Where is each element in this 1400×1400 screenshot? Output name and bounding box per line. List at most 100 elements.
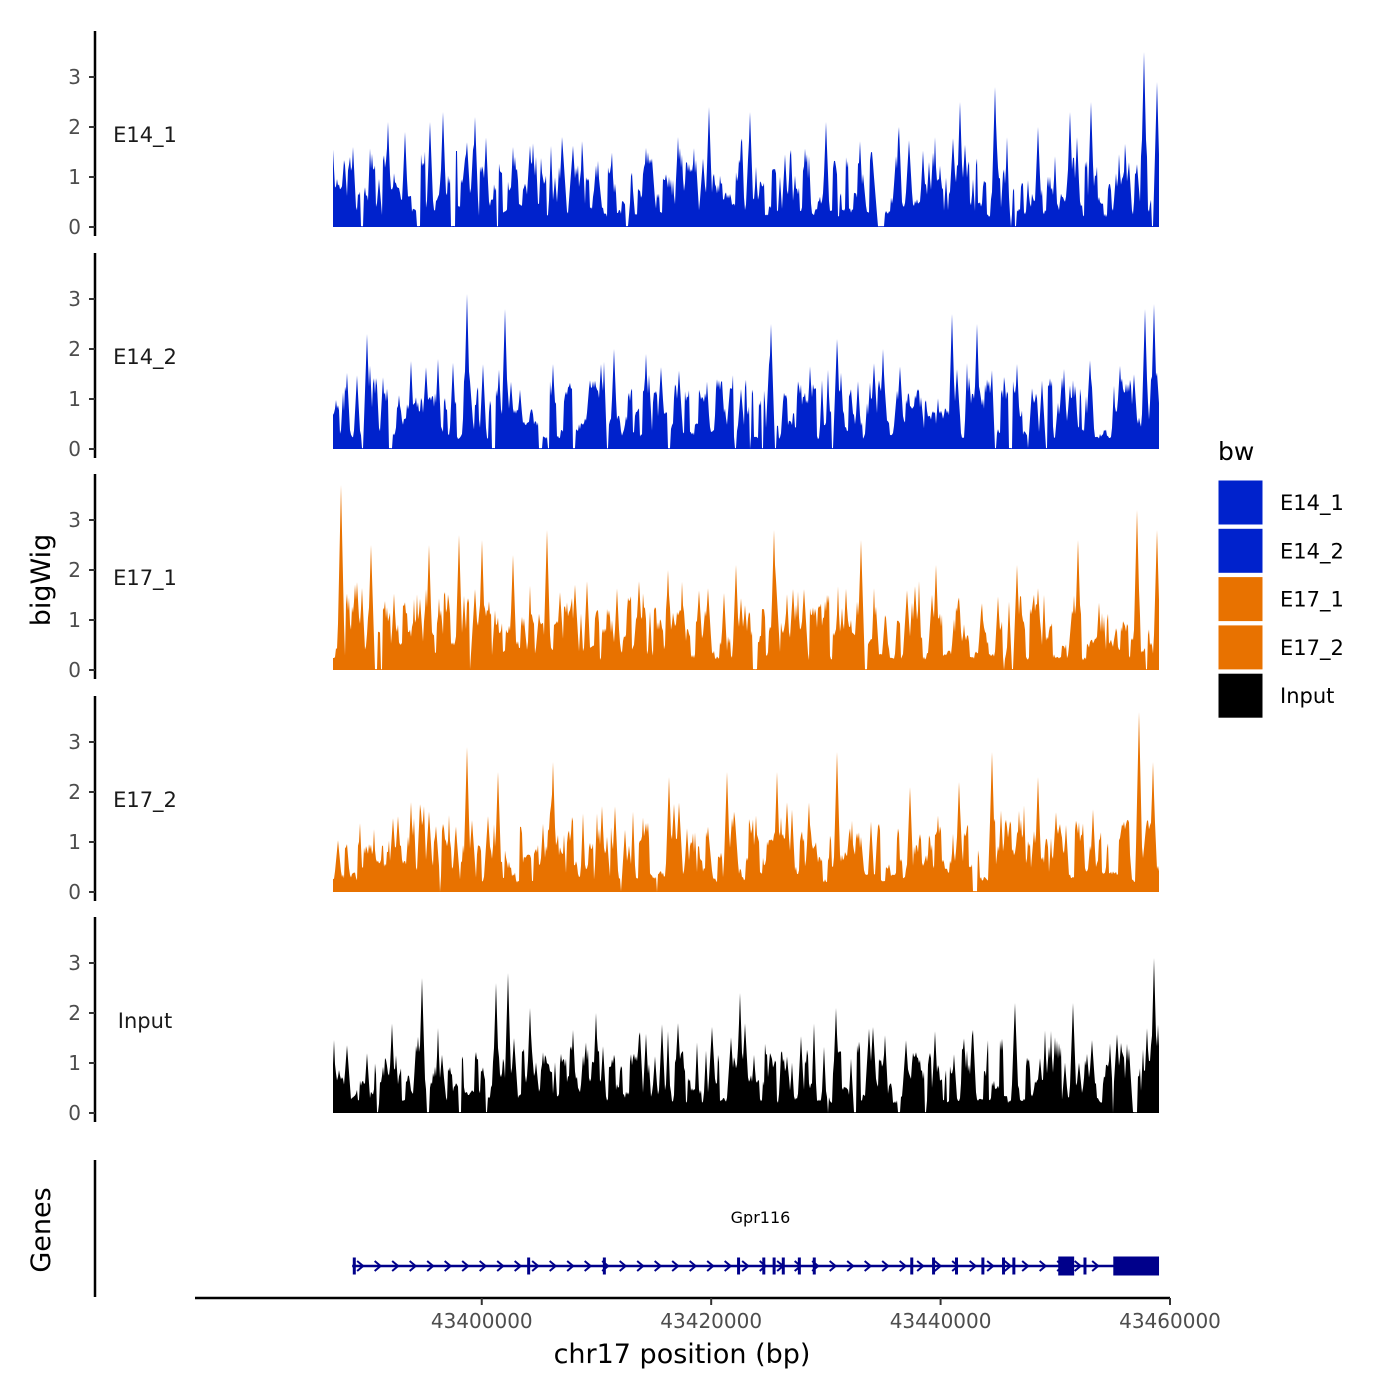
strand-arrow xyxy=(619,1260,628,1272)
x-tick-label: 43400000 xyxy=(431,1309,533,1333)
gene-exon xyxy=(1058,1256,1075,1276)
y-tick-label: 2 xyxy=(68,115,81,139)
y-tick-label: 2 xyxy=(68,1001,81,1025)
gene-exon xyxy=(1113,1256,1160,1276)
strand-arrow xyxy=(584,1260,593,1272)
strand-arrow xyxy=(1091,1260,1100,1272)
track-e17-2: 0 1 2 3 E17_2 xyxy=(68,696,1159,904)
strand-arrow xyxy=(969,1260,978,1272)
strand-arrow xyxy=(496,1260,505,1272)
legend-swatch xyxy=(1217,576,1264,623)
gene-exon xyxy=(762,1257,766,1275)
strand-arrow xyxy=(409,1260,418,1272)
strand-arrow xyxy=(864,1260,873,1272)
y-tick-label: 1 xyxy=(68,165,81,189)
gene-track: Gpr116 xyxy=(93,1160,1160,1297)
y-tick-label: 2 xyxy=(68,337,81,361)
strand-arrow xyxy=(566,1260,575,1272)
gene-exon xyxy=(812,1257,816,1275)
gene-exon xyxy=(910,1257,914,1275)
strand-arrow xyxy=(881,1260,890,1272)
strand-arrow xyxy=(916,1260,925,1272)
strand-arrow xyxy=(846,1260,855,1272)
legend-label: E17_1 xyxy=(1280,588,1344,613)
gene-exon xyxy=(1012,1257,1016,1275)
strand-arrow xyxy=(934,1260,943,1272)
gene-exon xyxy=(352,1257,356,1275)
strand-arrow xyxy=(479,1260,488,1272)
coverage-area-e14-2 xyxy=(333,294,1159,449)
coverage-area-e17-1 xyxy=(333,485,1159,670)
coverage-area-e17-2 xyxy=(333,712,1159,892)
coverage-area-e14-1 xyxy=(333,52,1159,227)
strand-arrow xyxy=(899,1260,908,1272)
y-tick-label: 3 xyxy=(68,730,81,754)
y-tick-label: 2 xyxy=(68,558,81,582)
strand-arrow xyxy=(1021,1260,1030,1272)
y-tick-label: 1 xyxy=(68,608,81,632)
track-label: E17_2 xyxy=(113,788,177,813)
legend-label: E17_2 xyxy=(1280,636,1344,661)
legend-title: bw xyxy=(1218,437,1254,466)
gene-exon xyxy=(932,1257,936,1275)
y-tick-label: 0 xyxy=(68,658,81,682)
track-e14-1: 0 1 2 3 E14_1 xyxy=(68,31,1159,239)
legend-label: E14_2 xyxy=(1280,539,1344,564)
gene-exon xyxy=(781,1257,785,1275)
strand-arrow xyxy=(759,1260,768,1272)
track-label: Input xyxy=(118,1009,172,1033)
strand-arrow xyxy=(951,1260,960,1272)
strand-arrow xyxy=(391,1260,400,1272)
y-tick-label: 3 xyxy=(68,951,81,975)
y-axis-title: bigWig xyxy=(26,534,57,627)
x-tick-label: 43420000 xyxy=(660,1309,762,1333)
coverage-area-input xyxy=(333,958,1159,1113)
strand-arrow xyxy=(741,1260,750,1272)
strand-arrow xyxy=(1004,1260,1013,1272)
track-input: 0 1 2 3 Input xyxy=(68,917,1159,1125)
strand-arrow xyxy=(426,1260,435,1272)
y-tick-label: 1 xyxy=(68,830,81,854)
track-label: E17_1 xyxy=(113,566,177,591)
legend: bw E14_1 E14_2 E17_1 E17_2 Input xyxy=(1217,437,1344,719)
gene-exon xyxy=(602,1257,606,1275)
gene-exon xyxy=(772,1257,776,1275)
strand-arrow xyxy=(374,1260,383,1272)
strand-arrow xyxy=(986,1260,995,1272)
strand-arrow xyxy=(671,1260,680,1272)
x-tick-label: 43440000 xyxy=(890,1309,992,1333)
gene-exon xyxy=(737,1257,741,1275)
gene-exon xyxy=(981,1257,985,1275)
strand-arrow xyxy=(1039,1260,1048,1272)
strand-arrow xyxy=(689,1260,698,1272)
track-label: E14_2 xyxy=(113,345,177,370)
y-tick-label: 3 xyxy=(68,65,81,89)
strand-arrow xyxy=(724,1260,733,1272)
gene-exon xyxy=(797,1257,801,1275)
coverage-tracks: 0 1 2 3 E14_1 0 1 2 3 E14_2 0 1 2 3 E17_1 0 1 2 3 E17_2 0 1 2 3… xyxy=(68,31,1159,1125)
y-tick-label: 0 xyxy=(68,880,81,904)
strand-arrow xyxy=(356,1260,365,1272)
legend-swatch xyxy=(1217,624,1264,671)
strand-arrow xyxy=(549,1260,558,1272)
track-label: E14_1 xyxy=(113,123,177,148)
y-tick-label: 3 xyxy=(68,508,81,532)
gene-name-label: Gpr116 xyxy=(731,1208,791,1227)
legend-label: E14_1 xyxy=(1280,491,1344,516)
gene-exon xyxy=(527,1257,531,1275)
strand-arrow xyxy=(531,1260,540,1272)
genes-track-title: Genes xyxy=(26,1187,57,1272)
strand-arrow xyxy=(1074,1260,1083,1272)
legend-items: E14_1 E14_2 E17_1 E17_2 Input xyxy=(1217,479,1344,719)
x-axis-title: chr17 position (bp) xyxy=(554,1339,811,1370)
x-tick-label: 43460000 xyxy=(1119,1309,1221,1333)
y-tick-label: 0 xyxy=(68,437,81,461)
x-axis: 43400000 43420000 43440000 43460000 xyxy=(195,1296,1221,1333)
legend-swatch xyxy=(1217,672,1264,719)
strand-arrow xyxy=(654,1260,663,1272)
legend-label: Input xyxy=(1280,684,1334,708)
legend-swatch xyxy=(1217,479,1264,526)
strand-arrow xyxy=(461,1260,470,1272)
gene-exon xyxy=(1002,1257,1006,1275)
